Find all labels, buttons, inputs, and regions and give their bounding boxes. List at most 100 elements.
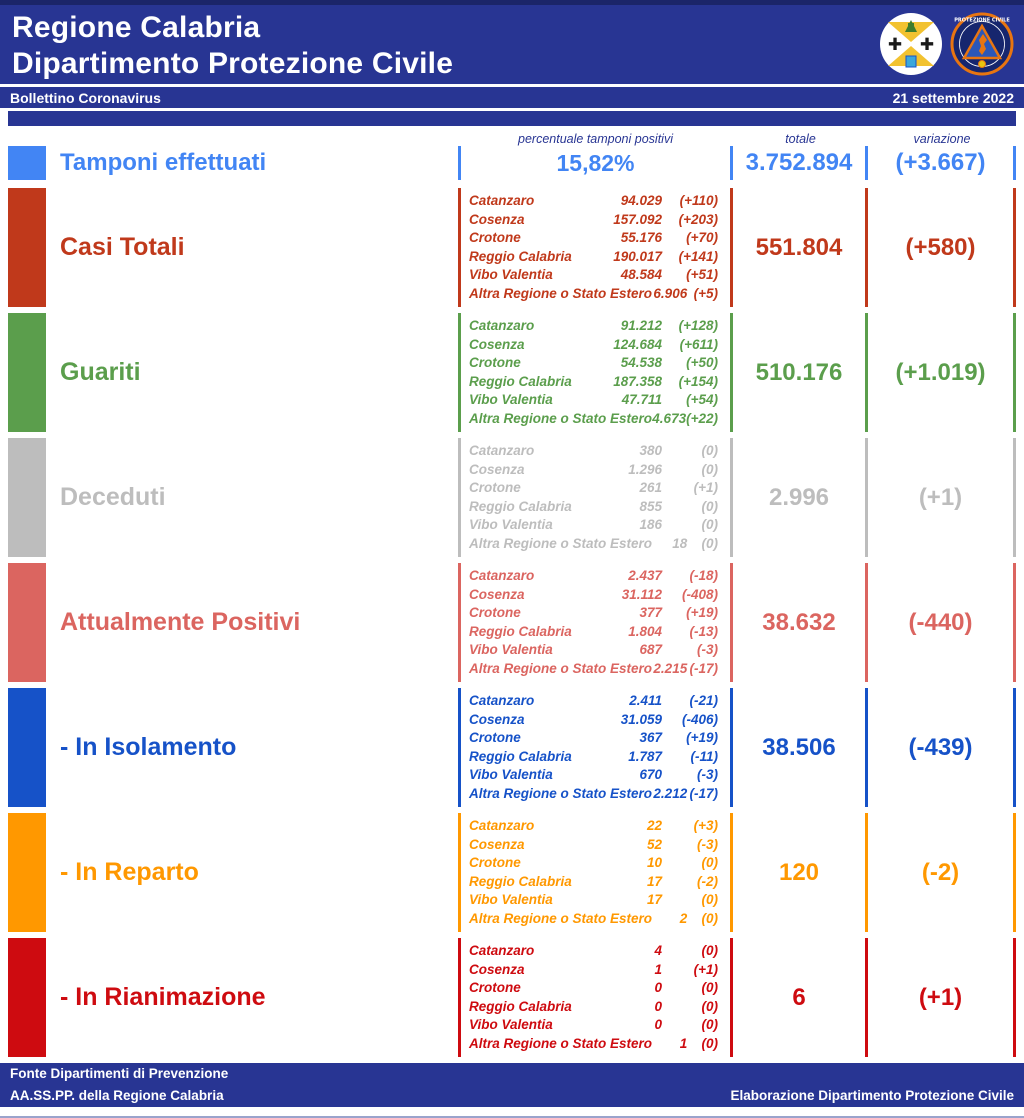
province-value: 52 (646, 836, 662, 852)
province-delta: (-406) (681, 711, 718, 727)
column-header-totale: totale (785, 132, 816, 146)
province-delta: (-13) (689, 623, 718, 639)
variazione-value: (-2) (921, 858, 960, 886)
province-line: Altra Regione o Stato Estero 1 (0) (469, 1035, 718, 1054)
province-delta: (+51) (686, 267, 718, 282)
in-isolamento-row-label: - In Isolamento (60, 733, 237, 761)
protezione-civile-logo-icon: PROTEZIONE CIVILE (950, 12, 1014, 76)
province-delta: (0) (701, 443, 719, 458)
province-name: Reggio Calabria (469, 623, 572, 639)
section-attualmente-positivi: Attualmente Positivi Catanzaro 2.437 (-18)… (8, 563, 1016, 682)
province-delta: (+19) (686, 730, 718, 745)
province-value: 157.092 (613, 211, 662, 227)
province-name: Crotone (469, 355, 521, 370)
tamponi-percent-cell: 15,82% (458, 146, 733, 180)
section-guariti: Guariti Catanzaro 91.212 (+128) Cosenza 124.… (8, 313, 1016, 432)
province-delta: (0) (701, 910, 719, 926)
province-line: Crotone 0 (0) (469, 979, 718, 998)
province-line: Reggio Calabria 1.787 (-11) (469, 748, 718, 767)
province-value: 1 (679, 1035, 688, 1051)
province-delta: (+50) (686, 355, 718, 370)
province-line: Altra Regione o Stato Estero 2.215 (-17) (469, 660, 718, 679)
province-name: Vibo Valentia (469, 392, 553, 407)
province-line: Catanzaro 91.212 (+128) (469, 317, 718, 336)
province-name: Cosenza (469, 836, 525, 852)
province-delta: (+203) (678, 211, 718, 227)
svg-text:✚: ✚ (920, 35, 934, 55)
section-in-rianimazione: - In Rianimazione Catanzaro 4 (0) Cosenza 1 (… (8, 938, 1016, 1057)
page-title-line2: Dipartimento Protezione Civile (12, 47, 454, 80)
province-name: Catanzaro (469, 193, 535, 208)
province-line: Vibo Valentia 47.711 (+54) (469, 391, 718, 410)
province-value: 0 (654, 998, 662, 1014)
totale-value: 3.752.894 (745, 149, 853, 176)
province-value: 187.358 (613, 373, 662, 389)
province-value: 55.176 (620, 230, 662, 245)
province-value: 6.906 (653, 285, 688, 301)
province-value: 2.212 (653, 785, 688, 801)
province-delta: (0) (701, 1017, 719, 1032)
province-delta: (+1) (693, 480, 718, 495)
province-name: Vibo Valentia (469, 642, 553, 657)
province-name: Reggio Calabria (469, 748, 572, 764)
in-reparto-row-label: - In Reparto (60, 858, 199, 886)
totale-value: 6 (792, 983, 806, 1011)
province-delta: (-17) (689, 660, 718, 676)
province-name: Catanzaro (469, 443, 535, 458)
province-name: Reggio Calabria (469, 248, 572, 264)
province-value: 1.787 (628, 748, 662, 764)
province-name: Altra Regione o Stato Estero (469, 660, 653, 676)
footer-elaboration: Elaborazione Dipartimento Protezione Civ… (730, 1088, 1014, 1103)
province-name: Cosenza (469, 211, 525, 227)
province-line: Vibo Valentia 0 (0) (469, 1016, 718, 1035)
province-delta: (+1) (693, 961, 718, 977)
province-delta: (0) (701, 980, 719, 995)
province-value: 17 (646, 892, 662, 907)
province-name: Catanzaro (469, 818, 535, 833)
province-value: 2.215 (653, 660, 688, 676)
totale-value: 2.996 (768, 483, 830, 511)
province-delta: (0) (701, 517, 719, 532)
in-rianimazione-province-breakdown: Catanzaro 4 (0) Cosenza 1 (+1) Crotone 0 (0) Regg… (458, 938, 733, 1057)
province-value: 48.584 (620, 267, 662, 282)
province-line: Reggio Calabria 1.804 (-13) (469, 623, 718, 642)
province-delta: (-3) (697, 836, 718, 852)
province-value: 31.112 (621, 586, 662, 602)
province-line: Altra Regione o Stato Estero 2 (0) (469, 910, 718, 929)
header: Regione Calabria Dipartimento Protezione… (0, 0, 1024, 84)
province-name: Vibo Valentia (469, 267, 553, 282)
tamponi-label-cell: Tamponi effettuati (8, 146, 458, 180)
province-name: Cosenza (469, 461, 525, 477)
guariti-province-breakdown: Catanzaro 91.212 (+128) Cosenza 124.684 (+611… (458, 313, 733, 432)
province-name: Altra Regione o Stato Estero (469, 910, 653, 926)
variazione-value: (-439) (908, 733, 973, 761)
province-name: Reggio Calabria (469, 373, 572, 389)
bulletin-date: 21 settembre 2022 (892, 89, 1014, 106)
province-line: Crotone 377 (+19) (469, 604, 718, 623)
province-delta: (+128) (678, 318, 718, 333)
province-line: Vibo Valentia 687 (-3) (469, 641, 718, 660)
footer-source-line1: Fonte Dipartimenti di Prevenzione (10, 1066, 229, 1081)
province-delta: (0) (701, 892, 719, 907)
province-name: Crotone (469, 730, 521, 745)
province-value: 380 (639, 443, 662, 458)
province-line: Vibo Valentia 186 (0) (469, 516, 718, 535)
province-name: Crotone (469, 605, 521, 620)
province-line: Crotone 367 (+19) (469, 729, 718, 748)
in-rianimazione-color-bar (8, 938, 46, 1057)
province-line: Vibo Valentia 670 (-3) (469, 766, 718, 785)
province-delta: (+5) (693, 285, 718, 301)
province-name: Cosenza (469, 586, 525, 602)
province-name: Crotone (469, 980, 521, 995)
tamponi-percent-value: 15,82% (556, 149, 635, 176)
province-name: Catanzaro (469, 568, 535, 583)
column-header-percentuale: percentuale tamponi positivi (518, 132, 673, 146)
svg-text:✚: ✚ (888, 35, 902, 55)
totale-value: 38.506 (762, 733, 836, 761)
province-delta: (+141) (678, 248, 718, 264)
province-delta: (0) (701, 855, 719, 870)
province-value: 18 (672, 535, 688, 551)
province-name: Crotone (469, 480, 521, 495)
province-value: 47.711 (621, 392, 662, 407)
divider-bar (8, 111, 1016, 126)
